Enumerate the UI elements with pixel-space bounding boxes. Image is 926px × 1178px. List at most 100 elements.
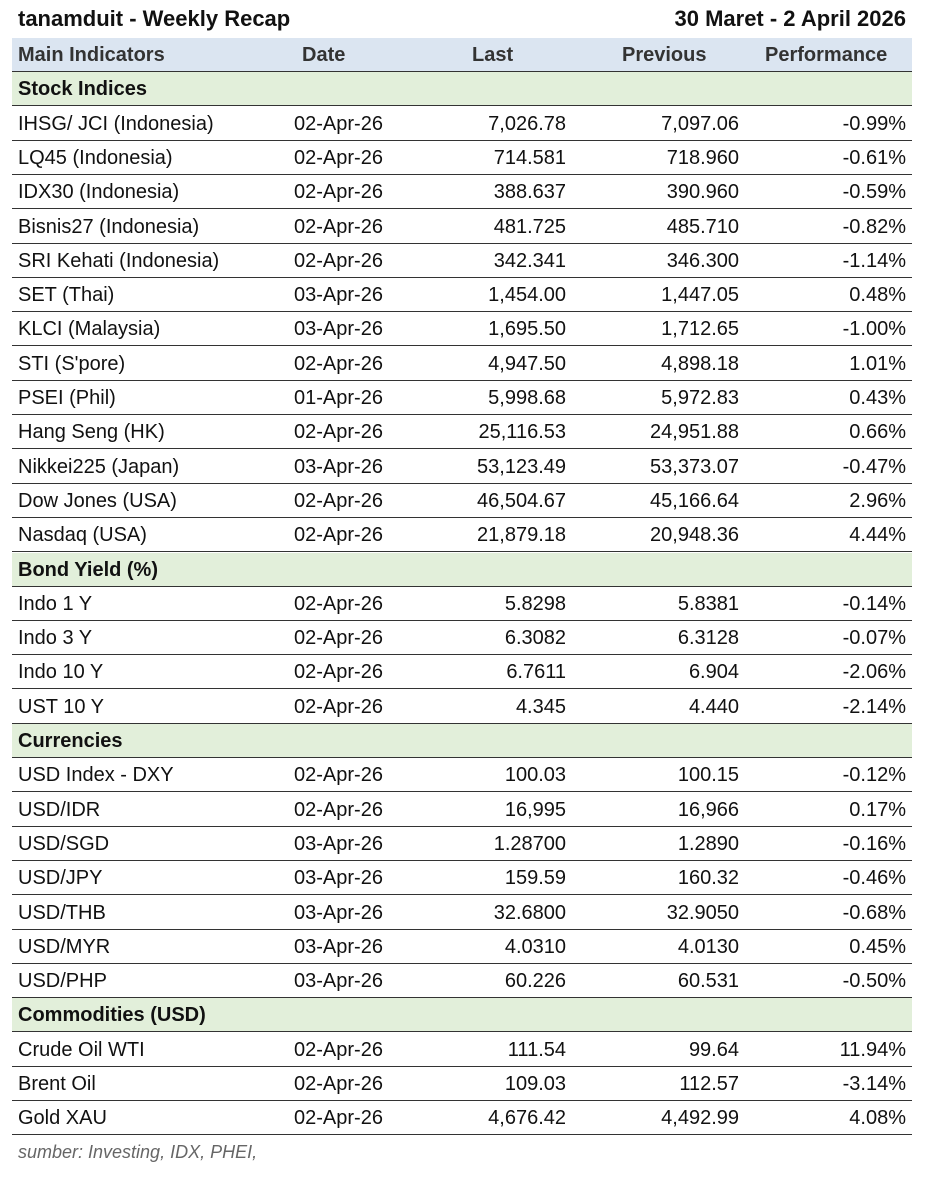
last: 60.226	[504, 970, 566, 993]
last: 16,995	[504, 798, 566, 821]
data-row: Indo 10 Y 02-Apr-26 6.7611 6.904 -2.06%	[12, 655, 912, 690]
previous: 5.8381	[677, 592, 739, 615]
data-row: Hang Seng (HK) 02-Apr-26 25,116.53 24,951.8…	[12, 415, 912, 450]
previous: 4.0130	[677, 935, 739, 958]
date: 03-Apr-26	[294, 284, 383, 307]
date: 02-Apr-26	[294, 146, 383, 169]
indicator: Indo 1 Y	[18, 592, 93, 615]
date: 03-Apr-26	[294, 455, 383, 478]
performance: 0.45%	[849, 935, 906, 958]
indicator: SRI Kehati (Indonesia)	[18, 249, 220, 272]
section-title: Bond Yield (%)	[18, 558, 158, 581]
last: 111.54	[507, 1038, 566, 1061]
date: 02-Apr-26	[294, 798, 383, 821]
data-row: USD/JPY 03-Apr-26 159.59 160.32 -0.46%	[12, 861, 912, 896]
data-row: IDX30 (Indonesia) 02-Apr-26 388.637 390.960…	[12, 175, 912, 210]
performance: -0.61%	[842, 146, 906, 169]
indicator: USD Index - DXY	[18, 764, 174, 787]
previous: 32.9050	[666, 901, 739, 924]
performance: -1.00%	[842, 318, 906, 341]
last: 21,879.18	[477, 524, 566, 547]
last: 5.8298	[504, 592, 566, 615]
column-header: Last	[472, 44, 514, 66]
indicator: Crude Oil WTI	[18, 1038, 145, 1061]
indicator: Nikkei225 (Japan)	[18, 455, 180, 478]
performance: 0.17%	[849, 798, 906, 821]
date: 02-Apr-26	[294, 524, 383, 547]
indicator: USD/IDR	[18, 798, 101, 821]
performance: -0.99%	[842, 112, 906, 135]
data-row: SET (Thai) 03-Apr-26 1,454.00 1,447.05 0.48%	[12, 278, 912, 313]
date: 02-Apr-26	[294, 352, 383, 375]
performance: -3.14%	[842, 1073, 906, 1095]
section-title: Commodities (USD)	[18, 1004, 206, 1027]
last: 342.341	[493, 249, 566, 272]
performance: -0.46%	[842, 867, 906, 890]
data-row: Dow Jones (USA) 02-Apr-26 46,504.67 45,166.…	[12, 484, 912, 518]
last: 1,695.50	[488, 318, 566, 341]
performance: -0.07%	[842, 627, 906, 650]
performance: -1.14%	[842, 249, 906, 272]
data-row: Brent Oil 02-Apr-26 109.03 112.57 -3.14%	[12, 1067, 912, 1101]
previous: 346.300	[666, 249, 739, 272]
indicator: SET (Thai)	[18, 284, 115, 307]
previous: 20,948.36	[650, 524, 739, 547]
last: 4,676.42	[488, 1107, 566, 1130]
data-row: USD/MYR 03-Apr-26 4.0310 4.0130 0.45%	[12, 930, 912, 964]
data-row: USD Index - DXY 02-Apr-26 100.03 100.15 -0.1…	[12, 758, 912, 793]
date-range: 30 Maret - 2 April 2026	[674, 6, 906, 31]
date: 02-Apr-26	[294, 627, 383, 650]
indicator: Nasdaq (USA)	[18, 524, 147, 547]
previous: 5,972.83	[661, 387, 739, 409]
data-row: STI (S'pore) 02-Apr-26 4,947.50 4,898.18 1.0…	[12, 347, 912, 381]
last: 4.345	[515, 695, 566, 718]
previous: 100.15	[677, 764, 739, 787]
previous: 112.57	[679, 1073, 739, 1095]
indicator: USD/SGD	[18, 832, 110, 855]
data-row: USD/PHP 03-Apr-26 60.226 60.531 -0.50%	[12, 964, 912, 999]
performance: -0.59%	[842, 181, 906, 204]
last: 6.3082	[504, 627, 566, 650]
previous: 6.904	[688, 661, 739, 684]
date: 02-Apr-26	[294, 1073, 383, 1095]
date: 03-Apr-26	[294, 935, 383, 958]
date: 03-Apr-26	[294, 832, 383, 855]
date: 02-Apr-26	[294, 112, 383, 135]
last: 481.725	[493, 215, 566, 238]
last: 159.59	[504, 867, 566, 890]
indicator: USD/PHP	[18, 970, 107, 993]
source-note: sumber: Investing, IDX, PHEI,	[18, 1142, 258, 1162]
title: tanamduit - Weekly Recap	[18, 6, 291, 31]
indicator: IDX30 (Indonesia)	[18, 181, 180, 204]
performance: -0.47%	[842, 455, 906, 478]
performance: -0.12%	[842, 764, 906, 787]
previous: 53,373.07	[650, 455, 739, 478]
indicator: PSEI (Phil)	[18, 387, 116, 409]
date: 02-Apr-26	[294, 661, 383, 684]
performance: 0.66%	[849, 421, 906, 444]
section-row: Commodities (USD)	[12, 998, 912, 1033]
date: 02-Apr-26	[294, 1038, 383, 1061]
last: 4,947.50	[488, 352, 566, 375]
column-header: Date	[302, 44, 346, 66]
performance: -0.82%	[842, 215, 906, 238]
data-row: Nikkei225 (Japan) 03-Apr-26 53,123.49 53,37…	[12, 450, 912, 484]
last: 6.7611	[506, 661, 566, 684]
last: 109.03	[504, 1073, 566, 1095]
date: 01-Apr-26	[294, 387, 383, 409]
indicator: USD/THB	[18, 901, 106, 924]
indicator: Indo 3 Y	[18, 627, 93, 650]
column-header: Performance	[765, 44, 888, 66]
previous: 24,951.88	[650, 421, 739, 444]
performance: 4.44%	[849, 524, 906, 547]
indicator: USD/JPY	[18, 867, 103, 890]
previous: 1.2890	[677, 832, 739, 855]
date: 02-Apr-26	[294, 764, 383, 787]
column-header: Previous	[622, 44, 707, 66]
data-row: Indo 1 Y 02-Apr-26 5.8298 5.8381 -0.14%	[12, 587, 912, 621]
performance: -0.14%	[842, 592, 906, 615]
previous: 1,447.05	[661, 284, 739, 307]
indicator: Hang Seng (HK)	[18, 421, 165, 444]
last: 1.28700	[493, 832, 566, 855]
last: 4.0310	[504, 935, 566, 958]
